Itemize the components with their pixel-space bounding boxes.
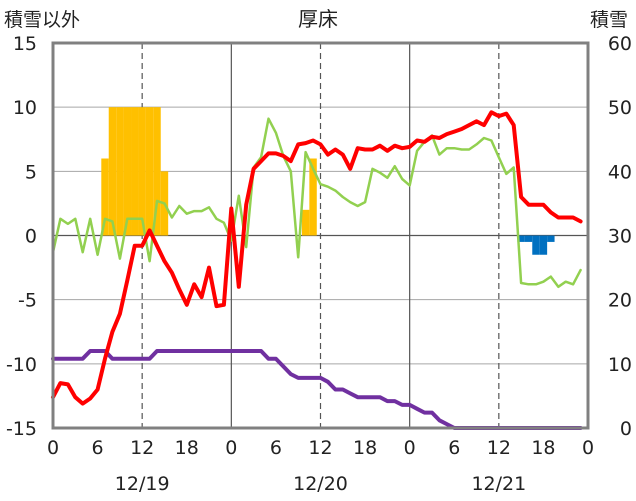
snowfall-bar	[309, 158, 317, 236]
y-left-tick-label: -15	[6, 418, 37, 440]
series-line-0	[51, 110, 583, 406]
y-left-tick-label: -10	[6, 354, 37, 376]
snowfall-bar	[116, 107, 124, 236]
precip-bar-blue	[524, 235, 533, 242]
x-tick-label: 12	[487, 437, 511, 459]
y-left-tick-label: 15	[13, 33, 37, 55]
y-left-tick-label: 5	[25, 161, 37, 183]
snowfall-bar	[123, 107, 132, 236]
plot-frame	[51, 41, 590, 430]
y-right-tick-label: 40	[608, 161, 632, 183]
snowfall-bar	[108, 107, 117, 236]
x-tick-label: 12	[308, 437, 332, 459]
x-tick-label: 0	[225, 437, 237, 459]
x-tick-label: 0	[404, 437, 416, 459]
plot-border	[51, 41, 590, 430]
date-label: 12/20	[293, 473, 348, 495]
bars	[101, 107, 555, 255]
snowfall-bar-small	[301, 209, 310, 236]
x-tick-label: 18	[353, 437, 377, 459]
chart-title: 厚床	[298, 7, 338, 31]
x-tick-label: 0	[47, 437, 59, 459]
x-tick-label: 18	[531, 437, 555, 459]
y-right-tick-label: 0	[620, 418, 632, 440]
precip-bar-blue	[539, 235, 548, 255]
right-axis-label: 積雪	[590, 9, 628, 31]
x-tick-label: 6	[448, 437, 460, 459]
x-tick-label: 12	[130, 437, 154, 459]
snowfall-bar	[138, 107, 146, 236]
date-label: 12/21	[471, 473, 526, 495]
series-line-2	[51, 349, 583, 430]
snowfall-bar	[131, 107, 139, 236]
precip-bar-blue	[547, 235, 555, 242]
y-right-tick-label: 60	[608, 33, 632, 55]
precip-bar-blue	[517, 235, 525, 242]
date-label: 12/19	[115, 473, 170, 495]
x-tick-label: 6	[92, 437, 104, 459]
x-tick-label: 18	[175, 437, 199, 459]
precip-bar-blue	[532, 235, 540, 255]
y-left-tick-label: -5	[18, 290, 37, 312]
snowfall-bar	[145, 107, 154, 236]
snowfall-bar	[101, 158, 109, 236]
y-right-tick-label: 20	[608, 290, 632, 312]
x-tick-label: 6	[270, 437, 282, 459]
x-tick-label: 0	[582, 437, 594, 459]
y-right-tick-label: 10	[608, 354, 632, 376]
y-right-tick-label: 50	[608, 97, 632, 119]
y-left-tick-label: 10	[13, 97, 37, 119]
series-line-1	[51, 117, 582, 289]
left-axis-label: 積雪以外	[4, 9, 80, 31]
y-right-tick-label: 30	[608, 226, 632, 248]
y-left-tick-label: 0	[25, 226, 37, 248]
snowfall-bar	[153, 107, 161, 236]
